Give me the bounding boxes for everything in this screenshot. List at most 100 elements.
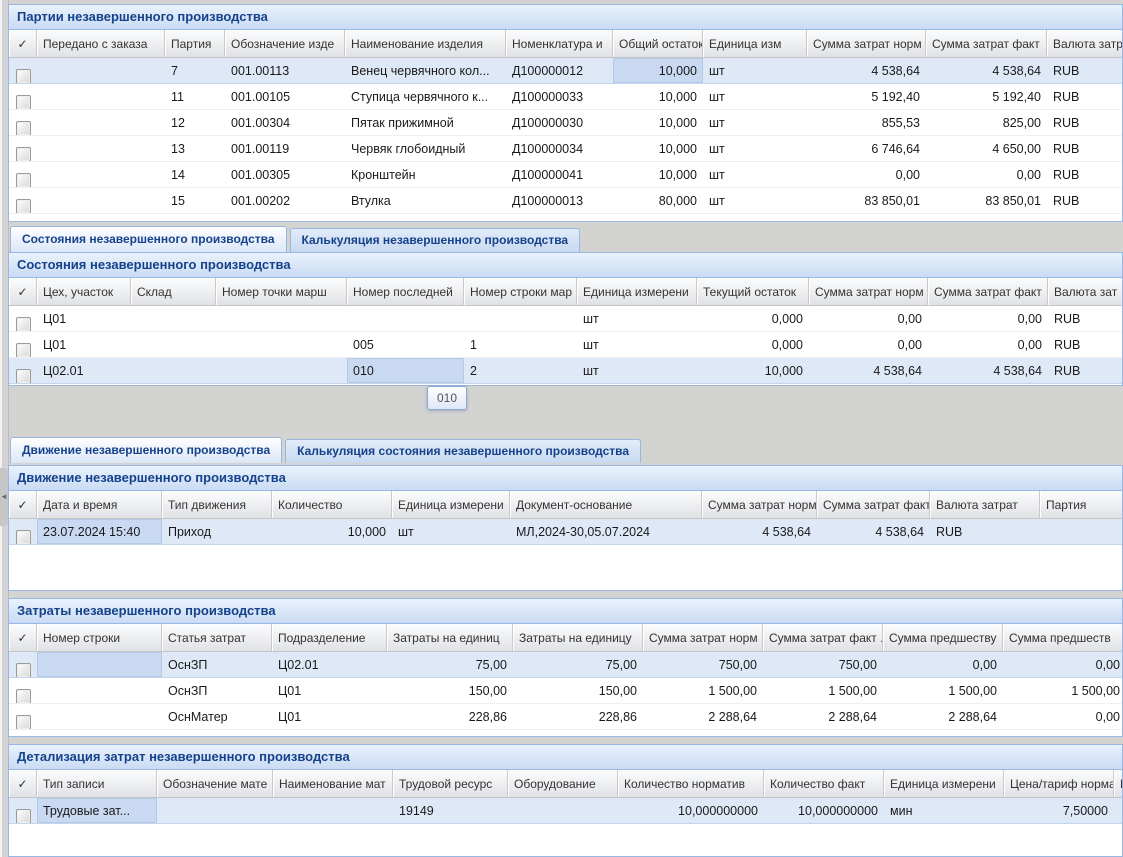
- grid-cell[interactable]: 0,00: [897, 312, 922, 326]
- grid-cell[interactable]: 19149: [399, 804, 434, 818]
- select-all-header[interactable]: ✓: [9, 30, 37, 57]
- row-checkbox[interactable]: [15, 69, 31, 83]
- grid-cell[interactable]: 0,00: [1017, 338, 1042, 352]
- grid-cell[interactable]: 2 048,00: [926, 214, 1047, 221]
- column-header[interactable]: Валюта затрат: [930, 491, 1040, 518]
- column-header[interactable]: Сумма затрат факт .: [763, 624, 883, 651]
- grid-cell[interactable]: ОснЗП: [168, 658, 208, 672]
- grid-cell[interactable]: [216, 332, 347, 357]
- grid-cell[interactable]: [37, 84, 165, 109]
- grid-cell[interactable]: [37, 214, 165, 221]
- column-header[interactable]: Цена/тариф норма: [1004, 770, 1114, 797]
- grid-cell[interactable]: Д100000012: [512, 64, 584, 78]
- grid-cell[interactable]: 5 192,40: [992, 90, 1041, 104]
- grid-cell[interactable]: 7: [171, 64, 178, 78]
- grid-cell[interactable]: 11: [171, 90, 184, 104]
- column-header[interactable]: Номер строки: [37, 624, 162, 651]
- table-row[interactable]: Ц02.01 010 2 шт 10,000 4 538,64 4 538,64 RUB: [9, 358, 1122, 384]
- tab-movement[interactable]: Движение незавершенного производства: [10, 437, 283, 463]
- grid-cell[interactable]: [37, 136, 165, 161]
- grid-cell[interactable]: 10,000: [658, 168, 697, 182]
- grid-cell[interactable]: 001.00113: [231, 64, 290, 78]
- grid-cell[interactable]: 0,00: [897, 338, 922, 352]
- grid-cell[interactable]: [131, 306, 216, 331]
- column-header[interactable]: Обозначение мате: [157, 770, 273, 797]
- grid-cell[interactable]: шт: [709, 64, 725, 78]
- grid-cell[interactable]: 13: [171, 142, 185, 156]
- column-header[interactable]: Номер строки мар: [464, 278, 577, 305]
- grid-cell[interactable]: 10,000: [658, 116, 697, 130]
- grid-cell[interactable]: 1: [470, 338, 477, 352]
- grid-cell[interactable]: RUB: [1053, 64, 1080, 78]
- grid-cell[interactable]: [37, 188, 165, 213]
- column-header[interactable]: Оборудование: [508, 770, 618, 797]
- grid-cell[interactable]: 825,00: [1002, 116, 1041, 130]
- grid-cell[interactable]: 150,00: [468, 684, 507, 698]
- grid-cell[interactable]: 0,00: [1095, 658, 1120, 672]
- table-row[interactable]: ОснЗП Ц02.01 75,00 75,00 750,00 750,00 0,00 0,0…: [9, 652, 1122, 678]
- grid-cell[interactable]: [37, 652, 162, 677]
- grid-cell[interactable]: 0,00: [895, 168, 920, 182]
- grid-cell[interactable]: RUB: [1053, 116, 1080, 130]
- grid-cell[interactable]: 7,50000: [1062, 804, 1108, 818]
- column-header[interactable]: Единица измерени: [392, 491, 510, 518]
- table-row[interactable]: Трудовые зат... 19149 10,000000000 10,00000…: [9, 798, 1122, 824]
- grid-cell[interactable]: 75,00: [475, 658, 507, 672]
- column-header[interactable]: Сумма затрат норм: [807, 30, 926, 57]
- tab-states[interactable]: Состояния незавершенного производства: [10, 226, 287, 252]
- grid-cell[interactable]: Д100000033: [512, 90, 584, 104]
- grid-cell[interactable]: Ц02.01: [43, 364, 84, 378]
- column-header[interactable]: Валюта зат: [1048, 278, 1122, 305]
- row-checkbox[interactable]: [15, 199, 31, 213]
- grid-cell[interactable]: Д100000018: [506, 214, 613, 221]
- grid-cell[interactable]: шт: [709, 116, 725, 130]
- grid-cell[interactable]: Кронштейн: [351, 168, 416, 182]
- grid-cell[interactable]: 0,00: [1017, 312, 1042, 326]
- column-header[interactable]: Сумма затрат факт: [928, 278, 1048, 305]
- grid-cell[interactable]: [216, 306, 347, 331]
- left-splitter[interactable]: ◄: [0, 0, 9, 857]
- splitter-collapse-handle[interactable]: ◄: [0, 468, 8, 526]
- grid-cell[interactable]: [37, 678, 162, 703]
- grid-cell[interactable]: 1 500,00: [948, 684, 997, 698]
- grid-cell[interactable]: 10,000: [613, 58, 703, 83]
- grid-cell[interactable]: Ц01: [43, 338, 67, 352]
- column-header[interactable]: Передано с заказа: [37, 30, 165, 57]
- grid-cell[interactable]: 150,00: [598, 684, 637, 698]
- grid-cell[interactable]: Д100000041: [512, 168, 584, 182]
- tab-calculation-wip[interactable]: Калькуляция незавершенного производства: [289, 228, 581, 252]
- row-checkbox[interactable]: [15, 369, 31, 383]
- grid-cell[interactable]: [464, 306, 577, 331]
- table-row[interactable]: 12 001.00304 Пятак прижимной Д100000030 10,0…: [9, 110, 1122, 136]
- row-checkbox[interactable]: [15, 173, 31, 187]
- table-row[interactable]: ОснЗП Ц01 150,00 150,00 1 500,00 1 500,00 1 50…: [9, 678, 1122, 704]
- grid-cell[interactable]: шт: [709, 168, 725, 182]
- column-header[interactable]: Партия: [1040, 491, 1122, 518]
- grid-cell[interactable]: [273, 798, 393, 823]
- grid-cell[interactable]: 10,000: [658, 90, 697, 104]
- column-header[interactable]: Сумма предшеству: [883, 624, 1003, 651]
- grid-cell[interactable]: 21: [165, 214, 225, 221]
- table-row[interactable]: 7 001.00113 Венец червячного кол... Д100000…: [9, 58, 1122, 84]
- column-header[interactable]: Сумма затрат норм: [809, 278, 928, 305]
- grid-cell[interactable]: 0,000: [771, 338, 803, 352]
- column-header[interactable]: Тип записи: [37, 770, 157, 797]
- grid-cell[interactable]: RUB: [1053, 142, 1080, 156]
- grid-cell[interactable]: 001.00202: [231, 194, 291, 208]
- grid-cell[interactable]: 2 288,64: [708, 710, 757, 724]
- table-row[interactable]: 23.07.2024 15:40 Приход 10,000 шт МЛ,2024-30…: [9, 519, 1122, 545]
- grid-cell[interactable]: [37, 704, 162, 729]
- grid-cell[interactable]: Крепление фланцевое: [345, 214, 506, 221]
- column-header[interactable]: Тип движения: [162, 491, 272, 518]
- column-header[interactable]: Сумма затрат норм: [702, 491, 817, 518]
- grid-cell[interactable]: [131, 358, 216, 383]
- grid-cell[interactable]: [157, 798, 273, 823]
- grid-cell[interactable]: 001.00119: [231, 142, 290, 156]
- grid-cell[interactable]: [37, 162, 165, 187]
- grid-cell[interactable]: RUB: [1053, 90, 1080, 104]
- grid-cell[interactable]: 4 538,64: [871, 64, 920, 78]
- column-header[interactable]: Затраты на единиц: [387, 624, 513, 651]
- grid-cell[interactable]: Трудовые зат...: [37, 798, 157, 823]
- grid-cell[interactable]: 750,00: [838, 658, 877, 672]
- grid-cell[interactable]: 75,00: [605, 658, 637, 672]
